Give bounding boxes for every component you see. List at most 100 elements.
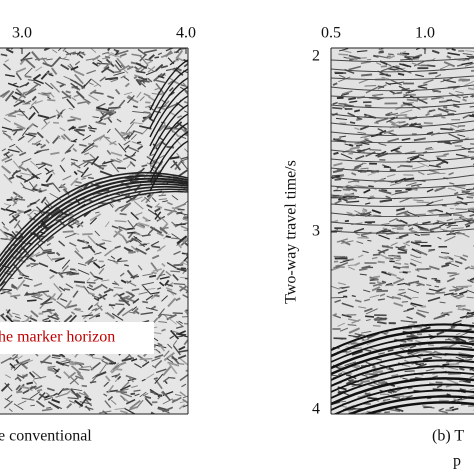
seismic-event bbox=[331, 156, 474, 163]
seismic-event bbox=[142, 285, 152, 295]
seismic-event bbox=[371, 256, 378, 260]
seismic-event bbox=[15, 88, 26, 99]
seismic-event bbox=[120, 279, 127, 284]
seismic-event bbox=[87, 142, 99, 148]
seismic-event bbox=[0, 180, 188, 273]
seismic-event bbox=[417, 83, 428, 88]
seismic-event bbox=[45, 173, 53, 183]
seismic-event bbox=[464, 137, 469, 140]
seismic-event bbox=[355, 155, 365, 160]
seismic-event bbox=[113, 71, 125, 76]
seismic-event bbox=[425, 368, 435, 372]
seismic-event bbox=[41, 161, 53, 167]
seismic-event bbox=[182, 216, 188, 218]
seismic-event bbox=[87, 81, 94, 86]
seismic-event bbox=[363, 114, 370, 118]
seismic-event bbox=[126, 96, 139, 104]
seismic-event bbox=[24, 75, 32, 78]
seismic-event bbox=[364, 298, 371, 302]
seismic-event bbox=[130, 133, 137, 140]
seismic-event bbox=[116, 118, 122, 123]
seismic-event bbox=[407, 387, 413, 390]
seismic-event bbox=[176, 267, 187, 273]
seismic-event bbox=[121, 381, 130, 390]
seismic-event bbox=[31, 51, 41, 62]
seismic-event bbox=[114, 245, 121, 249]
seismic-event bbox=[438, 255, 448, 260]
seismic-event bbox=[403, 310, 409, 312]
seismic-event bbox=[115, 303, 125, 306]
seismic-event bbox=[455, 338, 460, 342]
seismic-event bbox=[181, 315, 188, 318]
seismic-event bbox=[120, 410, 128, 414]
seismic-event bbox=[434, 285, 440, 288]
seismic-event bbox=[469, 375, 474, 379]
seismic-event bbox=[89, 271, 95, 278]
seismic-event bbox=[61, 270, 72, 275]
seismic-event bbox=[417, 309, 429, 314]
seismic-event bbox=[54, 257, 65, 263]
seismic-event bbox=[12, 130, 18, 136]
seismic-event bbox=[173, 283, 186, 286]
seismic-event bbox=[31, 143, 43, 146]
seismic-event bbox=[467, 311, 474, 316]
seismic-event bbox=[398, 85, 408, 91]
seismic-event bbox=[128, 173, 135, 177]
seismic-event bbox=[175, 49, 184, 60]
seismic-event bbox=[33, 78, 44, 85]
seismic-event bbox=[4, 398, 11, 402]
seismic-event bbox=[394, 407, 404, 413]
seismic-event bbox=[179, 86, 188, 93]
seismic-event bbox=[46, 254, 53, 262]
seismic-event bbox=[62, 175, 72, 181]
seismic-event bbox=[152, 268, 162, 272]
seismic-event bbox=[41, 121, 51, 130]
seismic-event bbox=[70, 115, 82, 121]
seismic-event bbox=[432, 355, 443, 359]
seismic-event bbox=[470, 157, 474, 160]
seismic-event bbox=[388, 55, 395, 60]
seismic-event bbox=[187, 347, 188, 349]
seismic-event bbox=[388, 366, 394, 371]
seismic-event bbox=[413, 60, 425, 67]
seismic-event bbox=[169, 156, 180, 160]
seismic-event bbox=[466, 296, 474, 299]
seismic-event bbox=[24, 88, 37, 96]
seismic-event bbox=[31, 95, 37, 102]
seismic-event bbox=[406, 316, 413, 320]
seismic-event bbox=[26, 381, 34, 385]
seismic-event bbox=[116, 388, 129, 393]
seismic-event bbox=[15, 359, 20, 365]
seismic-event bbox=[156, 205, 163, 209]
seismic-event bbox=[166, 283, 173, 287]
seismic-event bbox=[150, 161, 155, 165]
seismic-event bbox=[158, 194, 167, 197]
seismic-event bbox=[36, 142, 41, 147]
seismic-event bbox=[381, 222, 390, 226]
seismic-event bbox=[446, 260, 455, 264]
seismic-event bbox=[185, 369, 188, 372]
seismic-event bbox=[36, 242, 45, 252]
seismic-event bbox=[417, 363, 427, 368]
seismic-event bbox=[91, 307, 98, 312]
seismic-event bbox=[106, 128, 111, 134]
seismic-event bbox=[381, 76, 391, 81]
seismic-event bbox=[371, 209, 382, 214]
seismic-event bbox=[73, 94, 80, 98]
seismic-event bbox=[40, 301, 53, 305]
seismic-event bbox=[331, 102, 474, 109]
seismic-event bbox=[96, 303, 103, 311]
seismic-event bbox=[182, 82, 188, 88]
seismic-event bbox=[348, 334, 359, 338]
seismic-event bbox=[88, 312, 101, 320]
seismic-event bbox=[144, 397, 153, 406]
seismic-event bbox=[3, 400, 13, 409]
seismic-event bbox=[95, 314, 101, 318]
seismic-event bbox=[15, 175, 29, 183]
seismic-event bbox=[114, 207, 120, 213]
seismic-event bbox=[13, 319, 20, 322]
seismic-event bbox=[357, 131, 366, 135]
seismic-event bbox=[418, 353, 423, 356]
seismic-event bbox=[110, 78, 119, 83]
seismic-event bbox=[103, 116, 111, 121]
